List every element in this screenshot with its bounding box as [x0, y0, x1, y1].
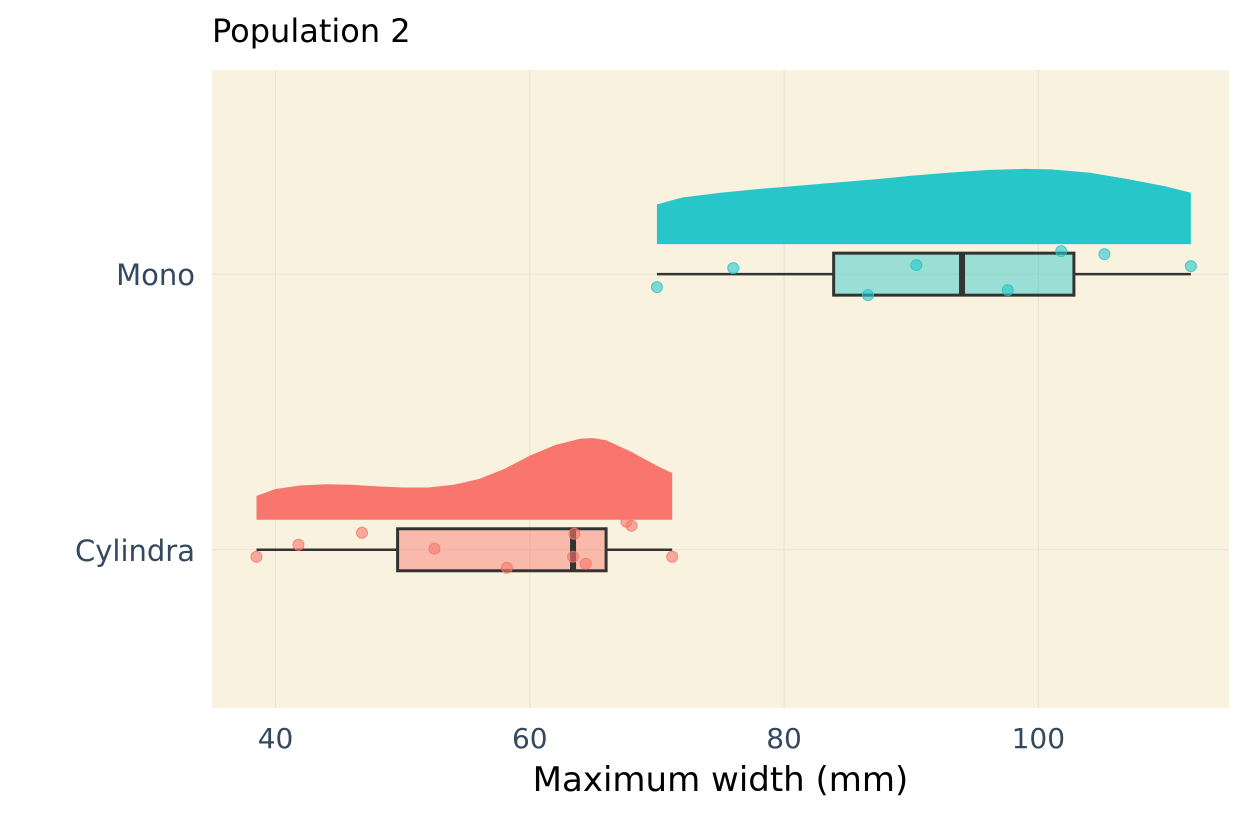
- box-body-mono: [832, 251, 1076, 297]
- data-point: [1001, 284, 1014, 297]
- data-point: [650, 281, 663, 294]
- data-point: [625, 519, 638, 532]
- x-tick-label: 80: [766, 722, 802, 755]
- x-axis-ticks: 40 60 80 100: [258, 722, 1065, 755]
- x-tick-label: 60: [512, 722, 548, 755]
- data-point: [579, 557, 592, 570]
- data-point: [666, 550, 679, 563]
- x-axis-label: Maximum width (mm): [532, 760, 909, 800]
- chart-title: Population 2: [212, 12, 411, 50]
- data-points: [250, 245, 1197, 574]
- y-tick-label: Mono: [116, 258, 195, 292]
- data-point: [1184, 260, 1197, 273]
- y-tick-label: Cylindra: [75, 534, 195, 568]
- plot-panel: [212, 70, 1229, 708]
- x-tick-label: 40: [258, 722, 294, 755]
- data-point: [1098, 248, 1111, 261]
- density-cloud-mono: [656, 168, 1191, 245]
- data-point: [500, 561, 513, 574]
- box-plots: [256, 251, 1191, 573]
- data-point: [428, 542, 441, 555]
- y-axis-ticks: Cylindra Mono: [75, 258, 195, 568]
- data-point: [861, 289, 874, 302]
- density-clouds: [256, 168, 1191, 520]
- data-point: [1055, 245, 1068, 258]
- data-point: [356, 526, 369, 539]
- data-point: [292, 538, 305, 551]
- density-cloud-cylindra: [256, 438, 673, 520]
- data-point: [250, 550, 263, 563]
- x-tick-label: 100: [1012, 722, 1065, 755]
- data-point: [910, 259, 923, 272]
- data-point: [567, 550, 580, 563]
- data-point: [727, 262, 740, 275]
- data-point: [568, 527, 581, 540]
